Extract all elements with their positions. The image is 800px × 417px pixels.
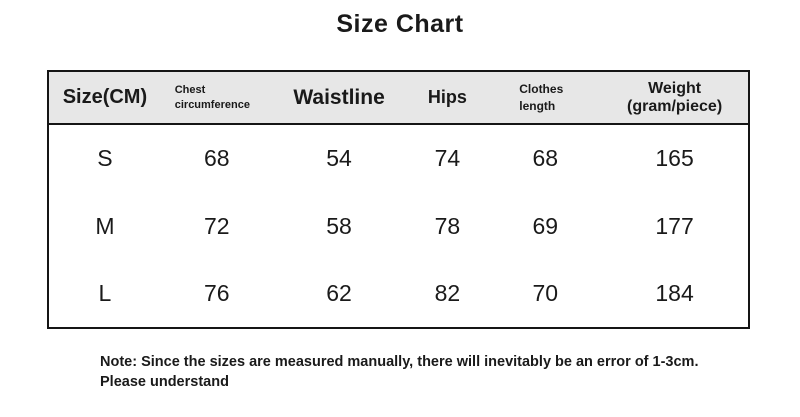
table-row-l: L 76 62 82 70 184 [48, 260, 749, 328]
measurement-note: Note: Since the sizes are measured manua… [100, 352, 740, 392]
cell-waist-m: 58 [326, 212, 352, 239]
cell-chest-s: 68 [203, 145, 230, 171]
cell-size-l: L [98, 280, 112, 306]
cell-hips-l: 82 [434, 280, 461, 306]
cell-size-s: S [97, 145, 113, 171]
cell-hips-m: 78 [434, 212, 461, 239]
header-weight-label: Weight (gram/piece) [627, 79, 723, 115]
header-chest-circumference: Chest circumference [161, 71, 273, 124]
header-clothes-length: Clothes length [489, 71, 601, 124]
header-waistline: Waistline [273, 71, 406, 124]
cell-waist-s: 54 [326, 145, 352, 171]
cell-weight-l: 184 [655, 280, 694, 306]
table-row-m: M 72 58 78 69 177 [48, 192, 749, 260]
cell-length-l: 70 [532, 280, 559, 306]
header-hips: Hips [405, 71, 489, 124]
header-chest-circumference-label: Chest circumference [174, 83, 250, 111]
header-weight: Weight (gram/piece) [601, 71, 749, 124]
cell-weight-s: 165 [655, 145, 694, 171]
size-chart-table: Size(CM) Chest circumference Waistline H… [47, 70, 750, 329]
cell-size-m: M [95, 212, 115, 239]
table-header: Size(CM) Chest circumference Waistline H… [48, 71, 749, 124]
header-clothes-length-label: Clothes length [519, 82, 564, 113]
header-row: Size(CM) Chest circumference Waistline H… [48, 71, 749, 124]
cell-chest-l: 76 [203, 280, 230, 306]
cell-length-m: 69 [532, 212, 559, 239]
cell-weight-m: 177 [655, 212, 694, 239]
cell-length-s: 68 [532, 145, 559, 171]
cell-chest-m: 72 [203, 212, 230, 239]
size-chart-table-container: Size(CM) Chest circumference Waistline H… [47, 70, 750, 329]
cell-waist-l: 62 [326, 280, 352, 306]
header-hips-label: Hips [427, 87, 467, 107]
header-waistline-label: Waistline [293, 85, 385, 109]
header-size: Size(CM) [48, 71, 161, 124]
page-title: Size Chart [336, 10, 464, 38]
header-size-label: Size(CM) [62, 86, 148, 108]
note-line-1: Note: Since the sizes are measured manua… [100, 354, 699, 370]
note-line-2: Please understand [100, 374, 229, 390]
cell-hips-s: 74 [434, 145, 461, 171]
table-body: S 68 54 74 68 165 M 72 58 78 69 177 L [48, 124, 749, 328]
table-row-s: S 68 54 74 68 165 [48, 124, 749, 192]
